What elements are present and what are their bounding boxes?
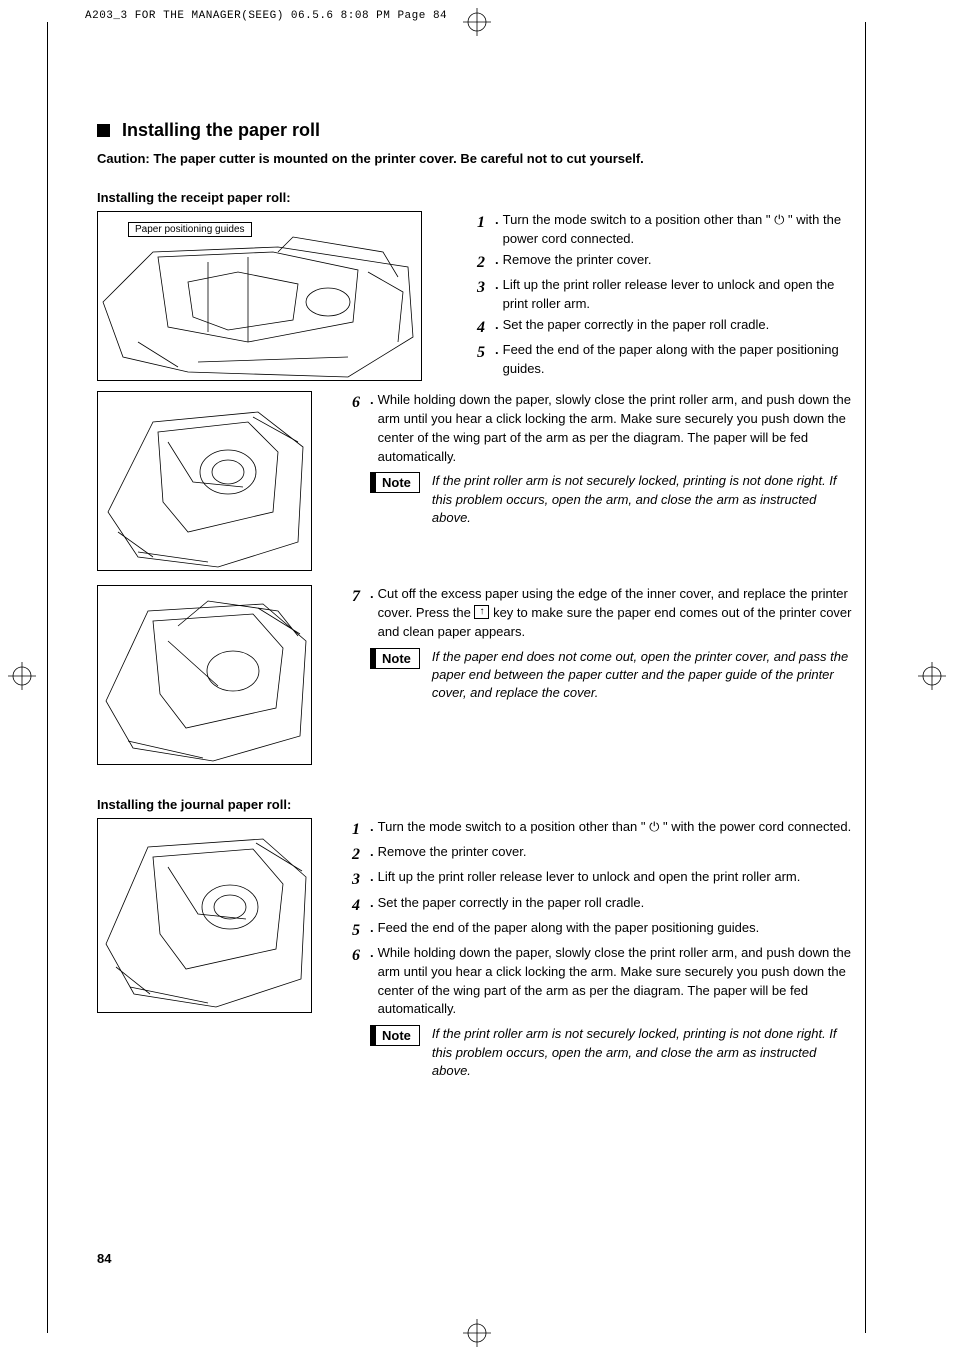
page-number: 84 bbox=[97, 1251, 111, 1266]
up-arrow-key-icon: ↑ bbox=[474, 605, 489, 619]
note-label: Note bbox=[370, 648, 420, 669]
step-item: 4.Set the paper correctly in the paper r… bbox=[352, 894, 857, 917]
note-text: If the print roller arm is not securely … bbox=[432, 472, 857, 527]
note-text: If the print roller arm is not securely … bbox=[432, 1025, 857, 1080]
figure-close-roller-arm bbox=[97, 391, 312, 571]
square-bullet-icon bbox=[97, 124, 110, 137]
step-item: 5.Feed the end of the paper along with t… bbox=[477, 341, 857, 379]
step-item: 2.Remove the printer cover. bbox=[352, 843, 857, 866]
subsection-title: Installing the journal paper roll: bbox=[97, 797, 857, 812]
step-item: 1.Turn the mode switch to a position oth… bbox=[352, 818, 857, 841]
registration-mark-icon bbox=[918, 662, 946, 690]
figure-journal-roll bbox=[97, 818, 312, 1013]
figure-paper-positioning: Paper positioning guides bbox=[97, 211, 422, 381]
caution-text: Caution: The paper cutter is mounted on … bbox=[97, 151, 857, 166]
figure-replace-cover bbox=[97, 585, 312, 765]
step-item: 4.Set the paper correctly in the paper r… bbox=[477, 316, 857, 339]
subsection-title: Installing the receipt paper roll: bbox=[97, 190, 857, 205]
note-text: If the paper end does not come out, open… bbox=[432, 648, 857, 703]
step-item: 3.Lift up the print roller release lever… bbox=[477, 276, 857, 314]
page-slug-header: A203_3 FOR THE MANAGER(SEEG) 06.5.6 8:08… bbox=[85, 10, 447, 22]
step-item: 1.Turn the mode switch to a position oth… bbox=[477, 211, 857, 249]
registration-mark-icon bbox=[463, 1319, 491, 1347]
note-label: Note bbox=[370, 1025, 420, 1046]
section-title-text: Installing the paper roll bbox=[122, 120, 320, 141]
registration-mark-icon bbox=[463, 8, 491, 36]
note-label: Note bbox=[370, 472, 420, 493]
note-block: Note If the print roller arm is not secu… bbox=[370, 1025, 857, 1080]
step-item: 5.Feed the end of the paper along with t… bbox=[352, 919, 857, 942]
section-title: Installing the paper roll bbox=[97, 120, 857, 141]
note-block: Note If the paper end does not come out,… bbox=[370, 648, 857, 703]
step-item: 6.While holding down the paper, slowly c… bbox=[352, 944, 857, 1019]
figure-label: Paper positioning guides bbox=[128, 222, 252, 237]
registration-mark-icon bbox=[8, 662, 36, 690]
page-content: Installing the paper roll Caution: The p… bbox=[97, 120, 857, 1090]
step-item: 7. Cut off the excess paper using the ed… bbox=[352, 585, 857, 642]
step-item: 2.Remove the printer cover. bbox=[477, 251, 857, 274]
note-block: Note If the print roller arm is not secu… bbox=[370, 472, 857, 527]
step-item: 6.While holding down the paper, slowly c… bbox=[352, 391, 857, 466]
step-item: 3.Lift up the print roller release lever… bbox=[352, 868, 857, 891]
